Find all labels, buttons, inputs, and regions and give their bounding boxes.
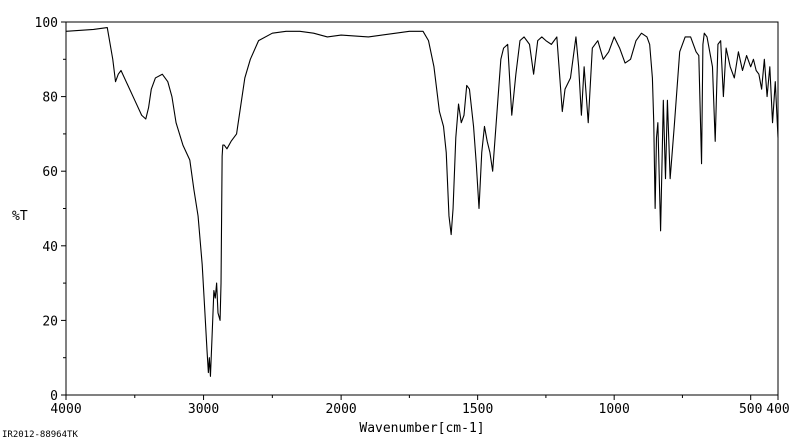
y-tick-label: 0 — [50, 389, 58, 404]
x-tick-label: 4000 — [50, 402, 81, 417]
y-tick-label: 80 — [42, 91, 58, 106]
y-tick-label: 100 — [35, 16, 58, 31]
x-tick-label: 500 — [739, 402, 762, 417]
spectrum-id-label: IR2012-88964TK — [2, 430, 78, 440]
x-tick-label: 3000 — [188, 402, 219, 417]
x-tick-label: 2000 — [325, 402, 356, 417]
y-tick-label: 40 — [42, 240, 58, 255]
y-axis-title: %T — [12, 209, 28, 224]
plot-frame — [65, 21, 779, 396]
spectrum-line — [65, 27, 779, 377]
x-tick-label: 1500 — [462, 402, 493, 417]
y-tick-label: 20 — [42, 314, 58, 329]
y-tick-label: 60 — [42, 165, 58, 180]
x-tick-label: 1000 — [599, 402, 630, 417]
x-axis-title: Wavenumber[cm-1] — [359, 421, 484, 436]
x-tick-label: 400 — [766, 402, 789, 417]
